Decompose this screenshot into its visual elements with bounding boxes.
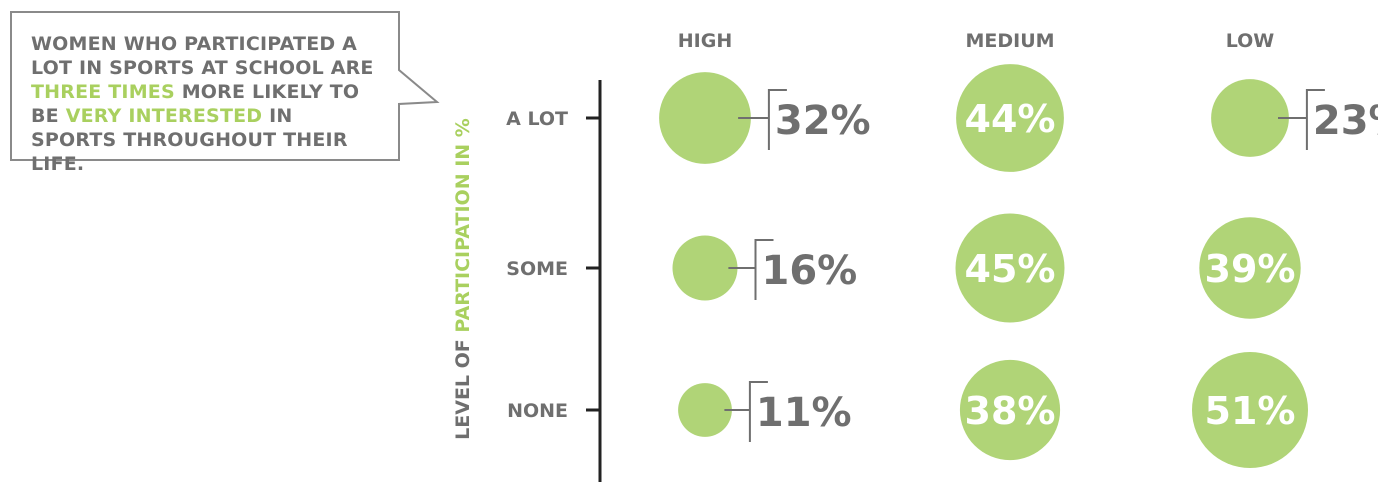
column-header: MEDIUM — [965, 30, 1054, 52]
bubble — [659, 72, 751, 164]
bubble-value-label: 38% — [965, 389, 1056, 433]
row-label: A LOT — [506, 108, 568, 130]
callout-part: VERY INTERESTED — [65, 105, 263, 127]
bubble — [956, 64, 1064, 172]
bubble — [678, 383, 732, 437]
bubble — [672, 235, 738, 301]
y-axis-label-part: PARTICIPATION IN % — [452, 118, 474, 332]
bubble-value-label: 44% — [965, 97, 1056, 141]
row-label: NONE — [507, 400, 568, 422]
row-axis: A LOT SOME NONE — [506, 108, 600, 422]
bubble-value-label: 16% — [762, 248, 858, 294]
bubble-leader-line — [724, 381, 768, 442]
y-axis-label-part: LEVEL OF — [452, 333, 474, 440]
column-headers: HIGH MEDIUM LOW — [678, 30, 1275, 52]
bubble — [1192, 352, 1308, 468]
bubble-value-label: 39% — [1205, 247, 1296, 291]
bubble-value-label: 23% — [1313, 98, 1378, 144]
callout-part: WOMEN WHO PARTICIPATED A LOT IN SPORTS A… — [31, 33, 374, 79]
bubble-leader-line — [738, 89, 787, 150]
callout-part: IN SPORTS THROUGHOUT THEIR LIFE. — [31, 105, 348, 175]
bubble — [1199, 217, 1301, 319]
callout-part: THREE TIMES — [31, 81, 175, 103]
callout-text: WOMEN WHO PARTICIPATED A LOT IN SPORTS A… — [11, 12, 399, 175]
bubble — [959, 359, 1061, 461]
bubble — [955, 213, 1065, 323]
bubble — [1211, 79, 1289, 157]
row-label: SOME — [506, 258, 568, 280]
bubble-value-label: 45% — [965, 247, 1056, 291]
y-axis-label: LEVEL OF PARTICIPATION IN % — [452, 118, 474, 440]
bubble-value-label: 32% — [775, 98, 871, 144]
callout-part: MORE LIKELY TO BE — [31, 81, 360, 127]
callout-outline — [10, 11, 440, 161]
column-header: LOW — [1226, 30, 1275, 52]
bubble-leader-line — [728, 239, 774, 300]
bubble-value-label: 51% — [1205, 389, 1296, 433]
bubble-leader-line — [1278, 89, 1325, 150]
bubbles: 32% 44% 23% 16% 45% 39% 11% 38% 51% — [659, 64, 1378, 468]
bubble-value-label: 11% — [756, 390, 852, 436]
column-header: HIGH — [678, 30, 732, 52]
